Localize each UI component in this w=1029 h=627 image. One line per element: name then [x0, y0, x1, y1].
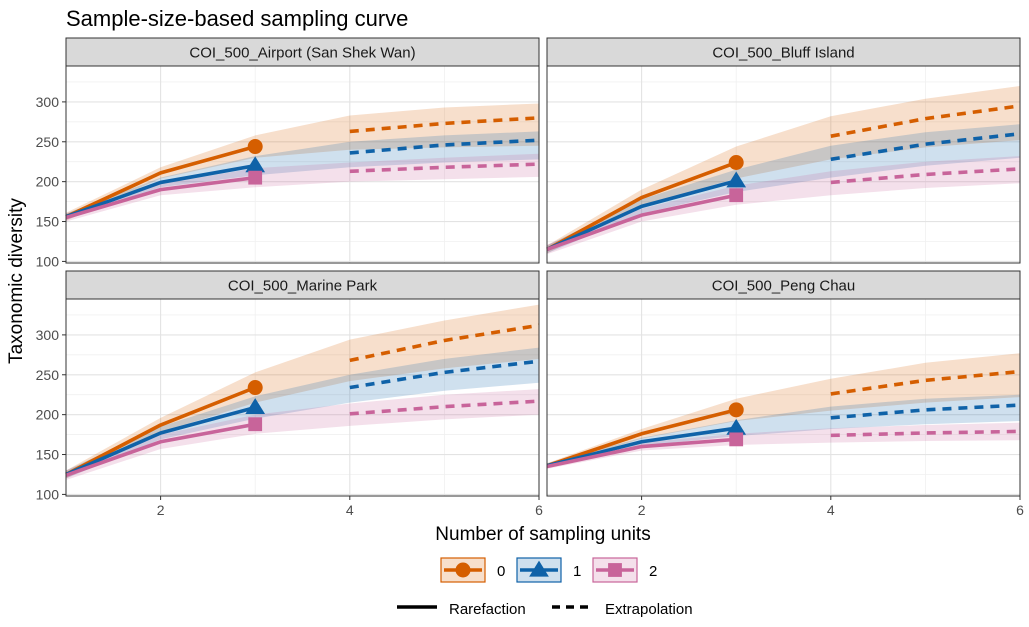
chart-title: Sample-size-based sampling curve [66, 6, 408, 31]
legend-label: Rarefaction [449, 601, 526, 618]
rarefaction-line-1 [65, 405, 256, 477]
x-axis-title: Number of sampling units [435, 524, 650, 545]
plot-background [547, 299, 1020, 496]
panel-border [546, 298, 1021, 497]
legend: 0 1 2 Rarefaction Extrapolation [397, 557, 693, 618]
confidence-band-1 [547, 124, 1020, 254]
facet-panel-coi-500-airport-san-shek-wan: COI_500_Airport (San Shek Wan) 100 150 200 2… [36, 37, 540, 269]
y-tick-label: 300 [36, 327, 60, 343]
observed-point-0 [728, 402, 744, 418]
legend-key-marker [455, 562, 471, 578]
gridlines [546, 66, 1021, 263]
x-tick-label: 4 [827, 502, 835, 518]
observed-point-0 [247, 139, 263, 155]
facet-panel-coi-500-bluff-island: COI_500_Bluff Island [546, 37, 1021, 264]
confidence-band-1 [66, 347, 539, 479]
rarefaction-line-1 [546, 426, 737, 468]
facet-strip [546, 270, 1021, 300]
confidence-band-2 [66, 389, 539, 481]
observed-point-1 [245, 398, 266, 415]
panel-border [65, 298, 540, 497]
facet-strip-label: COI_500_Marine Park [228, 278, 378, 295]
y-tick-label: 100 [36, 486, 60, 502]
legend-key-marker [529, 560, 549, 577]
confidence-band-2 [547, 156, 1020, 255]
facet-strip [65, 37, 540, 67]
legend-label: 1 [573, 563, 581, 580]
legend-label: 2 [649, 563, 657, 580]
rarefaction-line-0 [546, 408, 737, 468]
x-tick-label: 4 [346, 502, 354, 518]
legend-item-2: 2 [592, 557, 657, 583]
observed-point-1 [726, 418, 747, 435]
y-tick-label: 250 [36, 367, 60, 383]
extrapolation-line-0 [349, 323, 540, 363]
observed-point-1 [726, 171, 747, 188]
observed-point-2 [248, 417, 263, 432]
observed-point-2 [729, 432, 744, 447]
y-tick-label: 200 [36, 407, 60, 423]
y-tick-label: 150 [36, 447, 60, 463]
x-tick-label: 2 [157, 502, 165, 518]
legend-item-1: 1 [516, 557, 581, 583]
extrapolation-line-0 [830, 104, 1021, 138]
panel-border [546, 65, 1021, 264]
confidence-band-0 [66, 103, 539, 221]
facet-strip-label: COI_500_Bluff Island [712, 45, 854, 62]
facet-strip [65, 270, 540, 300]
plot-background [66, 66, 539, 263]
gridlines [65, 299, 540, 496]
x-tick-label: 6 [1016, 502, 1024, 518]
facet-panels: COI_500_Airport (San Shek Wan) 100 150 200 2… [36, 37, 1024, 518]
facet-strip-label: COI_500_Peng Chau [712, 278, 855, 295]
confidence-band-0 [547, 85, 1020, 254]
rarefaction-line-2 [65, 175, 256, 220]
confidence-band-1 [66, 131, 539, 220]
facet-panel-coi-500-peng-chau: COI_500_Peng Chau 2 4 6 [546, 270, 1024, 518]
x-tick-label: 6 [535, 502, 543, 518]
y-tick-label: 150 [36, 214, 60, 230]
observed-point-0 [247, 380, 263, 396]
y-axis-title: Taxonomic diversity [6, 198, 27, 364]
rarefaction-line-0 [65, 385, 256, 477]
legend-key-marker [608, 563, 622, 577]
observed-point-2 [729, 188, 744, 203]
plot-background [66, 299, 539, 496]
rarefaction-line-1 [546, 179, 737, 252]
legend-item-extrapolation: Extrapolation [552, 601, 693, 618]
y-tick-label: 250 [36, 134, 60, 150]
y-tick-label: 300 [36, 94, 60, 110]
legend-label: 0 [497, 563, 505, 580]
legend-label: Extrapolation [605, 601, 693, 618]
rarefaction-line-2 [546, 437, 737, 469]
gridlines [546, 299, 1021, 496]
panel-border [65, 65, 540, 264]
confidence-band-2 [66, 153, 539, 222]
y-tick-label: 200 [36, 174, 60, 190]
facet-panel-coi-500-marine-park: COI_500_Marine Park 2 4 6 100 150 200 250 300 [36, 270, 543, 518]
rarefaction-line-1 [65, 163, 256, 219]
facet-strip-label: COI_500_Airport (San Shek Wan) [189, 45, 415, 62]
x-tick-label: 2 [638, 502, 646, 518]
y-tick-label: 100 [36, 253, 60, 269]
plot-background [547, 66, 1020, 263]
observed-point-1 [245, 156, 266, 173]
observed-point-2 [248, 170, 263, 185]
confidence-band-0 [66, 304, 539, 479]
rarefaction-line-0 [65, 144, 256, 219]
rarefaction-line-2 [65, 422, 256, 477]
rarefaction-line-0 [546, 160, 737, 252]
rarefaction-line-2 [546, 193, 737, 252]
legend-item-rarefaction: Rarefaction [397, 601, 526, 618]
legend-item-0: 0 [440, 557, 505, 583]
observed-point-0 [728, 155, 744, 171]
